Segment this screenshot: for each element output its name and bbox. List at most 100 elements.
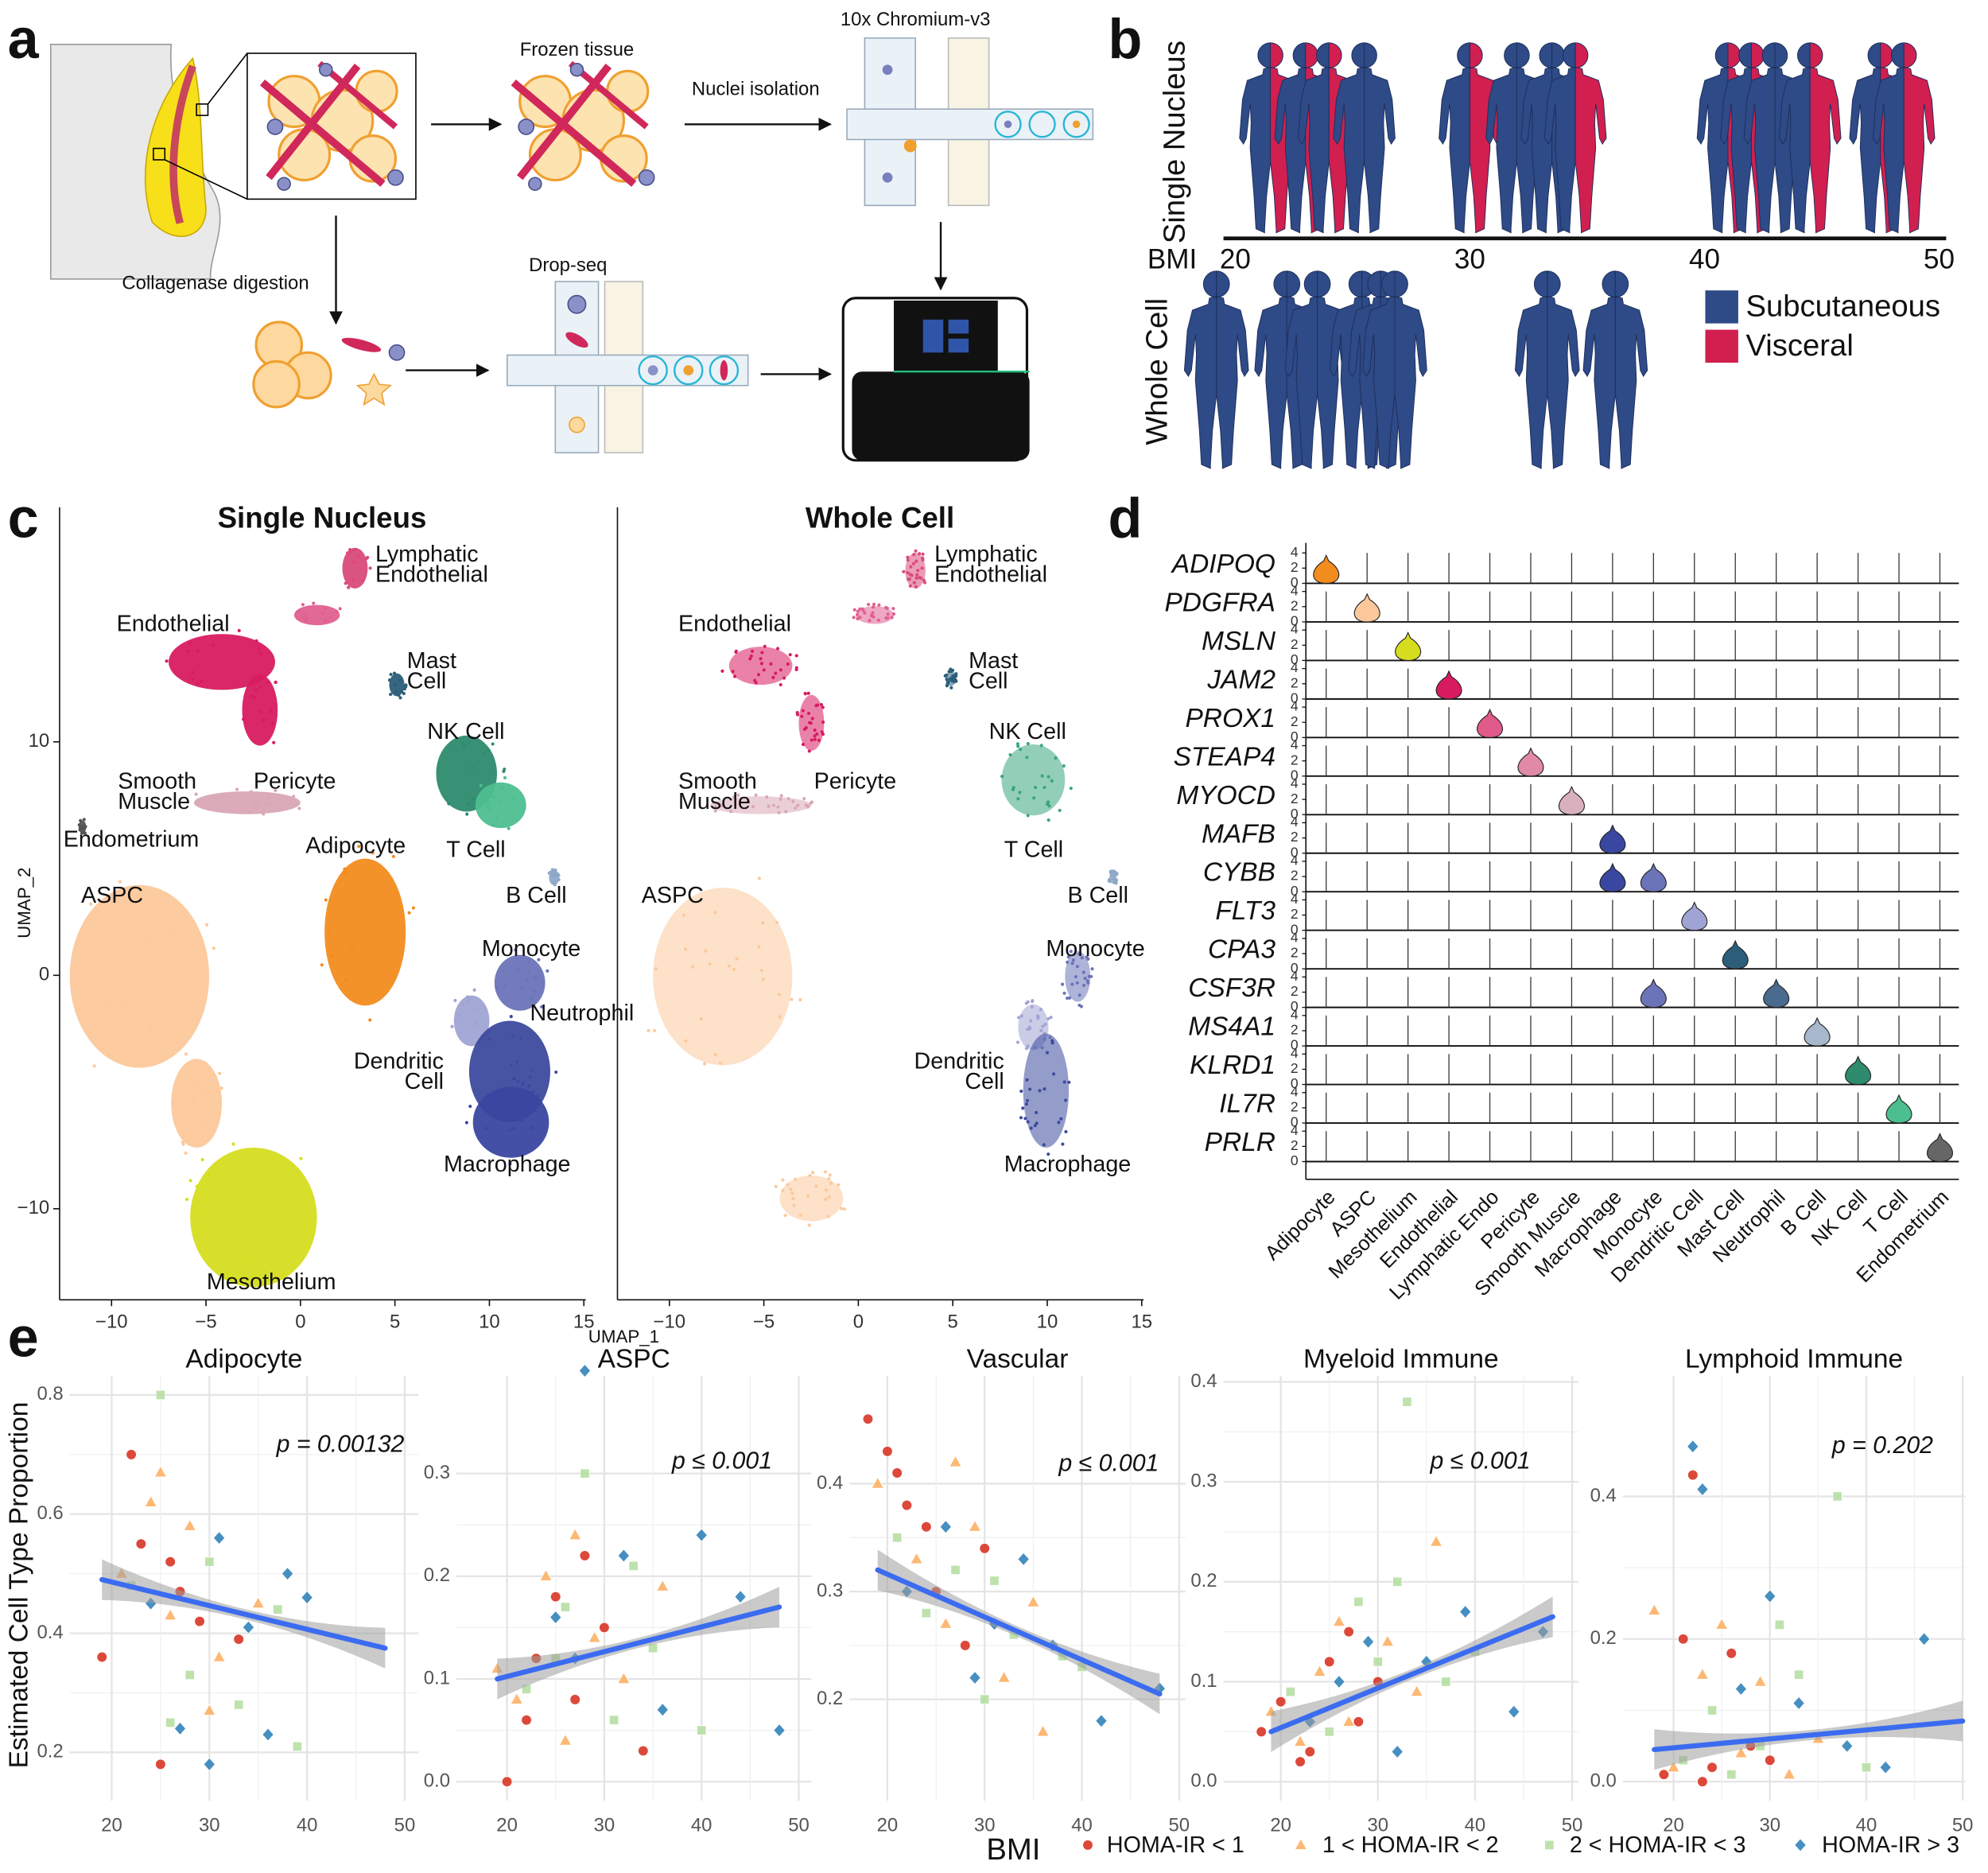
cell-dot [1069,787,1073,791]
cell-dot [842,1207,847,1211]
y-tick-label: 0 [1291,844,1299,860]
cell-dot [92,1064,96,1068]
cell-dot [908,573,912,577]
point [1361,1634,1375,1649]
cell-dot [1008,753,1012,757]
plot-title: Myeloid Immune [1303,1345,1499,1374]
step-label: 10x Chromium-v3 [841,9,991,30]
cell-dot [200,1118,204,1122]
step-label: Collagenase digestion [122,273,309,294]
y-tick-label: 0 [1291,574,1299,590]
point [734,1590,747,1604]
cell-dot [1026,741,1030,746]
point [1095,1714,1108,1728]
y-tick-label: 2 [1291,597,1299,613]
point [1304,1746,1316,1758]
point [1648,1603,1661,1615]
legend-label: 1 < HOMA-IR < 2 [1322,1832,1499,1858]
cell-dot [759,657,763,661]
violin [1804,1016,1831,1047]
point [155,1758,166,1770]
cell-dot [515,967,519,971]
cell-dot [227,1277,231,1281]
cell-dot [196,649,200,653]
silhouette-half [1183,270,1217,469]
cell-dot [391,854,395,859]
cell-dot [297,806,301,810]
cluster-label: NK Cell [989,719,1066,744]
cell-dot [204,1229,208,1233]
cluster [475,782,526,829]
cell-dot [885,606,889,610]
cell-dot [779,668,782,672]
point [1832,1491,1842,1502]
point [628,1560,639,1572]
silhouette-half [1809,42,1842,234]
y-tick-label: 0.4 [37,1622,63,1643]
cell-dot [1109,874,1113,878]
y-tick-label: 0 [1291,998,1299,1014]
cell-dot [804,725,808,730]
x-tick-label: 30 [594,1814,615,1836]
cluster-label: Endothelial [117,612,230,637]
violin [1885,1094,1912,1124]
illustration-shape [1028,111,1056,138]
point [1792,1696,1805,1711]
cell-dot [1031,999,1035,1003]
silhouette-half [1696,42,1729,234]
point [989,1576,1000,1586]
x-tick-label: 20 [496,1814,518,1836]
cell-dot [1042,1143,1046,1147]
cell-dot [852,616,856,620]
y-tick-label: 2 [1291,906,1299,922]
cell-dot [759,662,763,666]
cell-dot [212,946,215,950]
cell-dot [821,705,825,709]
cell-dot [829,1181,833,1185]
cell-dot [746,799,750,802]
violin [1640,862,1667,892]
cell-dot [774,671,778,675]
cell-dot [703,1062,707,1066]
cluster-label: Muscle [678,789,751,814]
silhouette-half [1543,42,1576,234]
cell-dot [479,783,483,787]
cell-dot [777,993,781,997]
cell-dot [522,1093,526,1097]
cell-dot [906,571,910,575]
y-tick-label: 0.2 [1590,1627,1617,1649]
cell-dot [748,657,752,661]
point [1841,1739,1854,1753]
cell-dot [1086,981,1090,985]
cell-dot [247,810,251,814]
cell-dot [82,818,86,822]
illustration-shape [1072,120,1081,129]
fit-line [495,1604,782,1682]
cell-dot [858,607,862,611]
cluster [856,606,895,624]
cell-dot [186,649,190,653]
y-tick-label: 4 [1291,1006,1299,1022]
cluster-label: Smooth [118,768,196,794]
y-tick-label: 10 [29,730,50,752]
cell-dot [886,612,890,616]
cell-dot [107,1005,111,1008]
cell-dot [1039,1028,1043,1032]
cell-dot [760,921,765,925]
cluster [709,796,812,814]
cell-dot [791,1197,795,1201]
fit-line [99,1576,388,1651]
y-tick-label: 2 [1291,1060,1299,1076]
point [921,1608,931,1618]
gene-label: PRLR [1205,1128,1276,1157]
cell-dot [803,691,807,695]
y-tick-label: 0 [1291,1152,1299,1168]
cell-dot [868,619,872,623]
cell-dot [212,643,215,647]
y-tick-label: 2 [1291,1022,1299,1038]
y-tick-label: 4 [1291,930,1299,946]
cell-dot [794,1177,798,1181]
cell-dot [1015,742,1019,746]
cell-dot [146,939,150,943]
